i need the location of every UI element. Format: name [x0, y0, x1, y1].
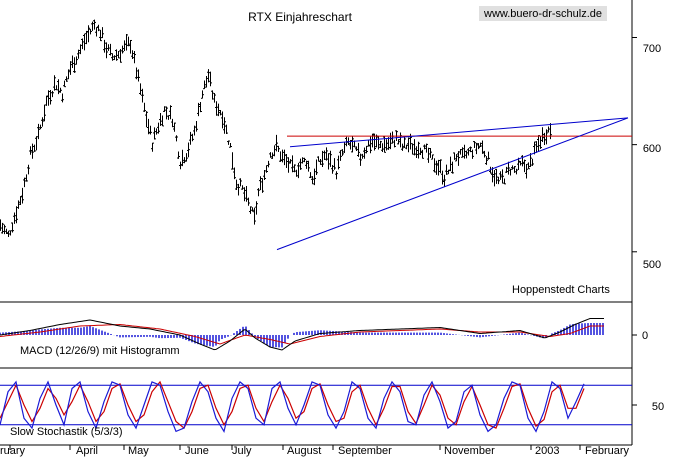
y-tick-label: 700	[643, 43, 661, 55]
x-tick-label: June	[185, 445, 209, 457]
watermark-box	[479, 6, 607, 21]
x-tick-label: ruary	[0, 445, 26, 457]
axes	[9, 37, 637, 450]
stochastic-label: Slow Stochastik (5/3/3)	[10, 426, 123, 438]
y-tick-label: 50	[652, 401, 664, 413]
upper-trendline	[289, 117, 629, 148]
y-tick-label: 600	[643, 143, 661, 155]
macd-panel	[0, 318, 604, 351]
lower-trendline	[276, 117, 629, 251]
x-tick-label: September	[338, 445, 392, 457]
price-panel	[0, 19, 552, 238]
stochastic-k-line	[0, 380, 585, 433]
x-tick-label: July	[232, 445, 252, 457]
macd-label: MACD (12/26/9) mit Histogramm	[20, 345, 180, 357]
stochastic-panel	[0, 380, 632, 433]
chart-title: RTX Einjahreschart	[248, 10, 352, 24]
macd-line	[0, 318, 604, 351]
watermark-text: www.buero-dr-schulz.de	[483, 8, 602, 20]
y-tick-label: 0	[642, 330, 648, 342]
x-tick-label: April	[76, 445, 98, 457]
source-label: Hoppenstedt Charts	[512, 284, 610, 296]
x-tick-label: May	[128, 445, 149, 457]
trendline-overlay	[276, 117, 632, 251]
x-tick-label: August	[287, 445, 321, 457]
x-tick-label: November	[444, 445, 495, 457]
panel-frames	[0, 0, 633, 446]
y-tick-label: 500	[643, 259, 661, 271]
stochastic-d-line	[0, 380, 585, 430]
x-tick-label: 2003	[535, 445, 559, 457]
x-tick-label: February	[585, 445, 630, 457]
